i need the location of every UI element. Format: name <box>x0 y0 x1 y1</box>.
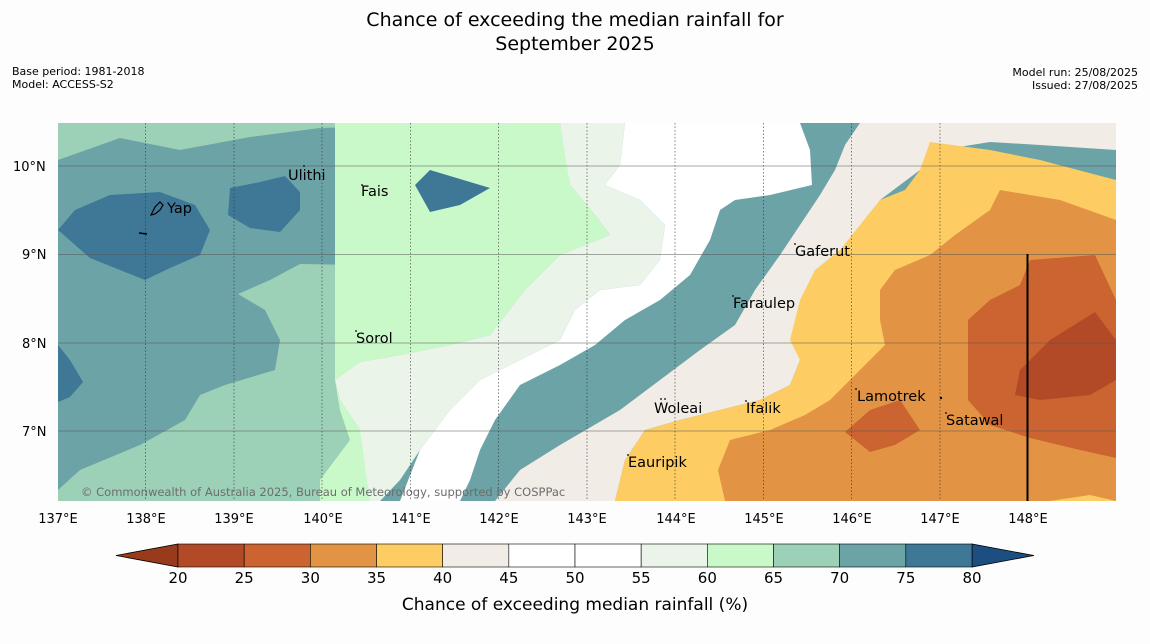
band-20-25 <box>1015 312 1116 400</box>
lon-label-147: 147°E <box>920 512 960 527</box>
colorbar-title: Chance of exceeding median rainfall (%) <box>402 595 748 615</box>
copyright-notice: © Commonwealth of Australia 2025, Bureau… <box>81 485 565 499</box>
band-65-70 <box>58 123 610 501</box>
lon-label-143: 143°E <box>567 512 607 527</box>
band-75-80-west <box>228 176 300 232</box>
place-markers <box>303 165 947 456</box>
colorbar-cells <box>115 543 1035 568</box>
title-line-1: Chance of exceeding the median rainfall … <box>366 9 784 31</box>
lon-label-145: 145°E <box>744 512 784 527</box>
title-line-2: September 2025 <box>495 33 655 55</box>
band-25-30-patch <box>845 400 920 452</box>
place-label-sorol: Sorol <box>356 331 393 347</box>
lat-label-10: 10°N <box>13 160 46 175</box>
ngulu-island-shape <box>138 232 148 235</box>
lon-label-137: 137°E <box>38 512 78 527</box>
colorbar-cell <box>310 543 377 568</box>
lon-label-142: 142°E <box>479 512 519 527</box>
chart-title: Chance of exceeding the median rainfall … <box>0 8 1150 56</box>
place-label-eauripik: Eauripik <box>628 455 687 471</box>
lon-label-148: 148°E <box>1008 512 1048 527</box>
band-55-60 <box>335 123 665 501</box>
band-75-80-edge <box>58 345 83 402</box>
colorbar-cell <box>839 543 907 568</box>
place-label-fais: Fais <box>361 184 388 200</box>
place-label-ulithi: Ulithi <box>288 168 326 184</box>
place-label-satawal: Satawal <box>946 413 1003 429</box>
colorbar-cell <box>243 543 311 568</box>
colorbar-cell <box>376 543 443 568</box>
colorbar-tick-label: 65 <box>764 569 783 587</box>
colorbar-cell <box>640 543 708 568</box>
yap-island-shape <box>149 201 164 216</box>
lat-label-7: 7°N <box>22 425 47 440</box>
colorbar-cell <box>442 543 510 568</box>
colorbar-extend-low <box>115 543 179 568</box>
meta-right: Model run: 25/08/2025 Issued: 27/08/2025 <box>1012 66 1138 92</box>
latitude-lines <box>58 165 1116 432</box>
colorbar-tick-label: 45 <box>499 569 518 587</box>
colorbar-tick-label: 35 <box>367 569 386 587</box>
model-run: Model run: 25/08/2025 <box>1012 66 1138 79</box>
place-label-faraulep: Faraulep <box>733 296 795 312</box>
band-50-55 <box>400 123 812 501</box>
place-label-gaferut: Gaferut <box>795 244 850 260</box>
colorbar-tick-label: 60 <box>698 569 717 587</box>
colorbar-cell <box>574 543 642 568</box>
place-label-yap: Yap <box>166 201 192 217</box>
base-period: Base period: 1981-2018 <box>12 65 145 78</box>
place-label-woleai: Woleai <box>654 401 702 417</box>
lon-labels: 137°E 138°E 139°E 140°E 141°E 142°E 143°… <box>38 512 1048 527</box>
colorbar-cell <box>707 543 774 568</box>
lat-label-8: 8°N <box>22 337 47 352</box>
place-label-ifalik: Ifalik <box>746 401 781 417</box>
model-name: Model: ACCESS-S2 <box>12 78 114 91</box>
colorbar-ticks: 20 25 30 35 40 45 50 55 60 65 70 75 80 <box>168 569 981 587</box>
colorbar-tick-label: 75 <box>896 569 915 587</box>
colorbar-tick-label: 20 <box>168 569 187 587</box>
colorbar-tick-label: 55 <box>632 569 651 587</box>
band-60-65 <box>320 123 610 501</box>
colorbar-tick-label: 40 <box>433 569 452 587</box>
lon-label-138: 138°E <box>126 512 166 527</box>
colorbar-cell <box>177 543 245 568</box>
band-75-80-fais <box>415 170 490 212</box>
colorbar-tick-label: 80 <box>962 569 981 587</box>
colorbar-extend-high <box>971 543 1035 568</box>
place-label-lamotrek: Lamotrek <box>857 389 926 405</box>
colorbar-cell <box>773 543 840 568</box>
issued-date: Issued: 27/08/2025 <box>1031 79 1138 92</box>
lat-label-9: 9°N <box>22 248 47 263</box>
colorbar-cell <box>508 543 576 568</box>
band-75-80-yap <box>58 192 210 280</box>
lon-label-146: 146°E <box>832 512 872 527</box>
lon-label-140: 140°E <box>303 512 343 527</box>
meta-left: Base period: 1981-2018 Model: ACCESS-S2 <box>12 65 144 91</box>
lon-label-139: 139°E <box>214 512 254 527</box>
lon-label-144: 144°E <box>656 512 696 527</box>
lon-label-141: 141°E <box>391 512 431 527</box>
colorbar-cell <box>905 543 973 568</box>
colorbar-tick-label: 25 <box>235 569 254 587</box>
colorbar-tick-label: 30 <box>301 569 320 587</box>
colorbar-tick-label: 50 <box>565 569 584 587</box>
graticule <box>145 123 941 501</box>
colorbar-tick-label: 70 <box>830 569 849 587</box>
